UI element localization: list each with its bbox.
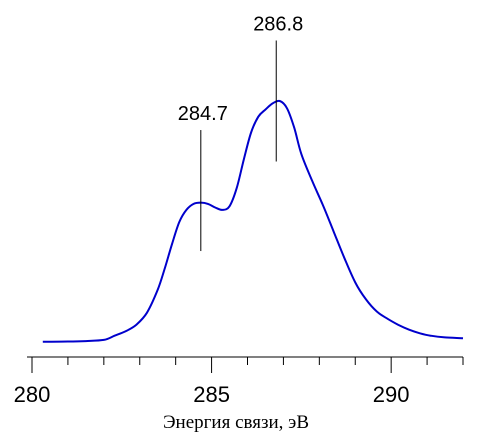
x-tick-label: 285 <box>193 382 230 407</box>
peak-label: 286.8 <box>253 14 303 36</box>
peak-label: 284.7 <box>178 103 228 125</box>
x-tick-label: 280 <box>14 382 51 407</box>
series-line <box>42 99 464 343</box>
x-tick-label: 290 <box>373 382 410 407</box>
annotations: 284.7 286.8 <box>178 14 303 252</box>
x-axis-title: Энергия связи, эВ <box>163 412 309 433</box>
series-group <box>42 99 464 343</box>
x-axis: 280 285 290 <box>14 356 464 407</box>
